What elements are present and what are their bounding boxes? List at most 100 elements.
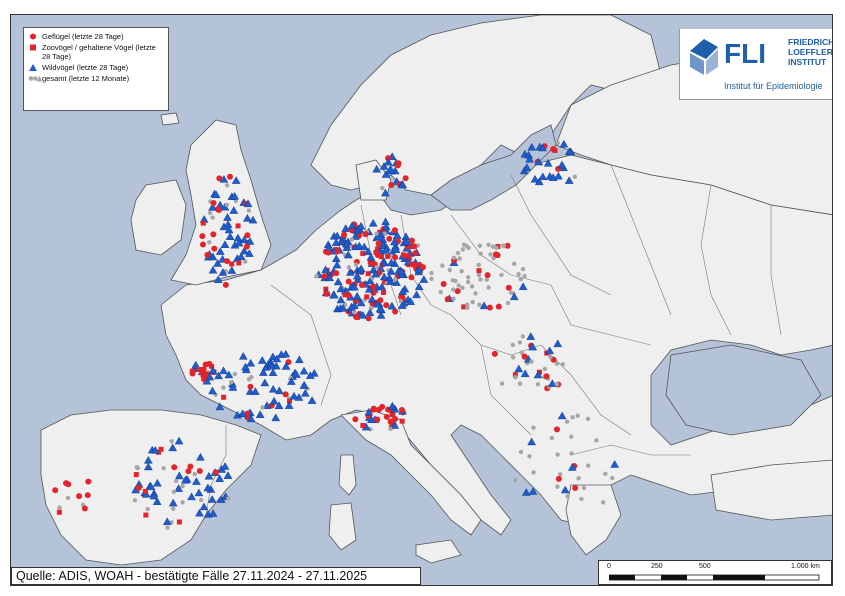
total-marker — [224, 183, 230, 188]
total-marker — [488, 252, 493, 257]
wild-bird-marker — [554, 171, 563, 180]
total-marker — [346, 265, 352, 270]
wild-bird-marker — [372, 164, 382, 173]
total-marker — [198, 497, 204, 503]
total-marker — [192, 472, 197, 477]
total-marker — [457, 256, 462, 261]
total-marker — [464, 243, 469, 249]
total-marker — [486, 285, 491, 290]
total-marker — [560, 362, 565, 367]
wild-bird-marker — [208, 366, 218, 375]
total-marker — [510, 355, 516, 360]
poultry-marker — [199, 241, 206, 248]
wild-bird-marker — [225, 232, 235, 240]
wild-bird-marker — [548, 379, 557, 387]
wild-bird-marker — [347, 302, 356, 311]
wild-bird-marker — [236, 252, 246, 260]
total-marker — [455, 250, 461, 256]
wild-bird-marker — [565, 147, 575, 156]
wild-bird-marker — [205, 372, 215, 381]
total-marker — [180, 483, 185, 489]
total-marker — [579, 496, 584, 502]
total-marker — [499, 272, 504, 278]
wild-bird-marker — [390, 421, 400, 429]
wild-bird-marker — [295, 355, 304, 364]
wild-bird-marker — [146, 482, 156, 491]
total-marker — [508, 290, 514, 295]
poultry-marker — [365, 315, 372, 322]
wild-bird-marker — [246, 414, 256, 423]
wild-bird-marker — [223, 213, 232, 221]
total-marker — [438, 289, 443, 295]
poultry-marker — [334, 248, 341, 255]
total-marker — [518, 276, 523, 282]
wild-bird-marker — [560, 485, 570, 494]
poultry-marker — [210, 200, 217, 207]
wild-bird-marker — [381, 245, 391, 254]
wild-bird-marker — [332, 231, 342, 240]
wild-bird-marker — [533, 370, 543, 379]
zoo-bird-marker — [400, 252, 406, 258]
poultry-marker — [325, 249, 332, 256]
total-marker — [478, 277, 483, 282]
total-marker — [392, 276, 398, 282]
zoo-bird-marker — [142, 488, 148, 494]
total-marker — [374, 231, 379, 236]
poultry-marker — [504, 242, 511, 249]
wild-bird-marker — [149, 491, 159, 500]
wild-bird-marker — [162, 517, 172, 525]
wild-bird-marker — [367, 294, 377, 303]
total-marker — [224, 202, 230, 208]
wild-bird-marker — [353, 275, 363, 284]
total-marker — [519, 350, 524, 355]
wild-bird-marker — [392, 278, 401, 286]
total-marker — [603, 471, 608, 477]
poultry-marker — [247, 383, 254, 390]
scale-bar-graphic — [609, 574, 820, 581]
zoo-bird-marker — [287, 398, 293, 404]
europe-map — [11, 15, 832, 585]
total-marker — [557, 472, 563, 477]
wild-bird-marker — [272, 354, 282, 363]
total-marker — [585, 463, 591, 468]
wild-bird-marker — [246, 358, 256, 367]
wild-bird-marker — [219, 222, 229, 231]
wild-bird-marker — [406, 297, 416, 305]
zoo-bird-marker — [323, 291, 329, 297]
total-marker — [594, 438, 599, 443]
total-marker — [569, 451, 574, 456]
poultry-marker — [492, 251, 499, 258]
legend-label-total: gesamt (letzte 12 Monate) — [42, 74, 130, 83]
zoo-bird-marker — [354, 314, 360, 320]
wild-bird-marker — [274, 386, 284, 395]
wild-bird-marker — [386, 164, 395, 173]
total-marker — [517, 340, 523, 345]
wild-bird-marker — [379, 272, 389, 281]
wild-bird-marker — [356, 298, 366, 307]
wild-bird-marker — [387, 301, 397, 310]
poultry-marker — [505, 284, 512, 291]
total-marker — [500, 243, 506, 248]
source-caption: Quelle: ADIS, WOAH - bestätigte Fälle 27… — [11, 567, 421, 585]
wild-bird-marker — [192, 477, 201, 485]
poultry-marker — [211, 245, 218, 252]
total-marker — [516, 271, 521, 277]
logo-institute-name: FRIEDRICH LOEFFLER INSTITUT — [788, 37, 833, 67]
poultry-marker — [201, 373, 208, 380]
total-marker — [429, 270, 434, 276]
poultry-marker — [333, 270, 340, 277]
total-marker — [260, 405, 265, 410]
grey-symbols-icon — [28, 74, 42, 83]
wild-bird-marker — [203, 483, 213, 492]
poultry-marker — [222, 281, 229, 288]
wild-bird-marker — [150, 446, 160, 454]
map-frame: Geflügel (letzte 28 Tage) Zoovögel / geh… — [10, 14, 833, 586]
wild-bird-marker — [269, 396, 279, 405]
poultry-marker — [388, 182, 395, 189]
total-marker — [440, 263, 445, 268]
black-sea — [665, 344, 822, 436]
total-marker — [246, 208, 252, 213]
wild-bird-marker — [368, 218, 378, 227]
wild-bird-marker — [352, 271, 362, 280]
wild-bird-marker — [371, 269, 381, 278]
